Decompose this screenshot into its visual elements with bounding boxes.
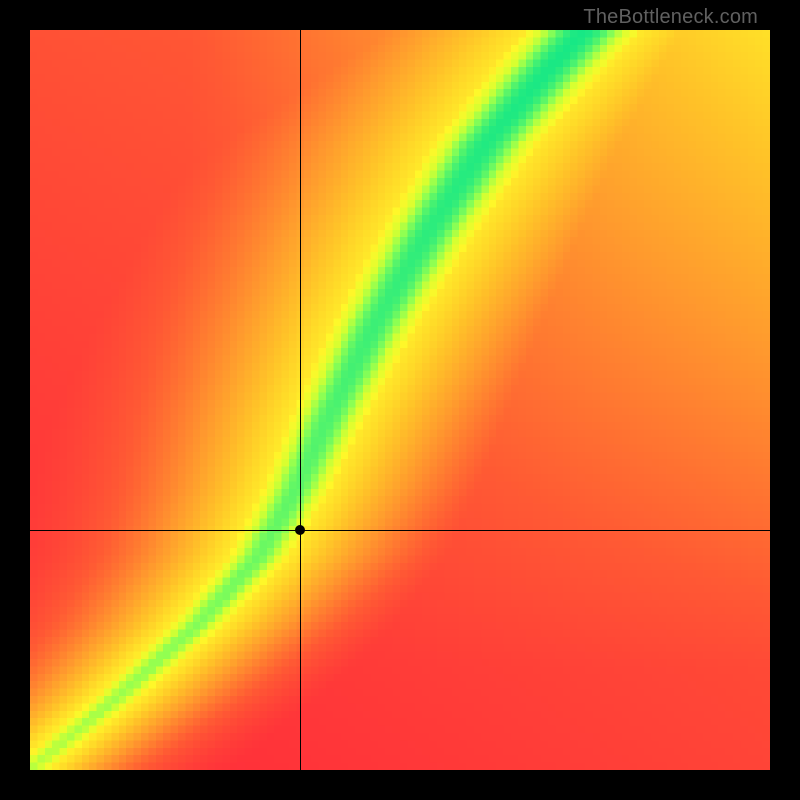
crosshair-marker-dot	[295, 525, 305, 535]
crosshair-horizontal	[30, 530, 770, 531]
crosshair-vertical	[300, 30, 301, 770]
heatmap-plot	[30, 30, 770, 770]
heatmap-canvas	[30, 30, 770, 770]
watermark-text: TheBottleneck.com	[583, 6, 758, 29]
